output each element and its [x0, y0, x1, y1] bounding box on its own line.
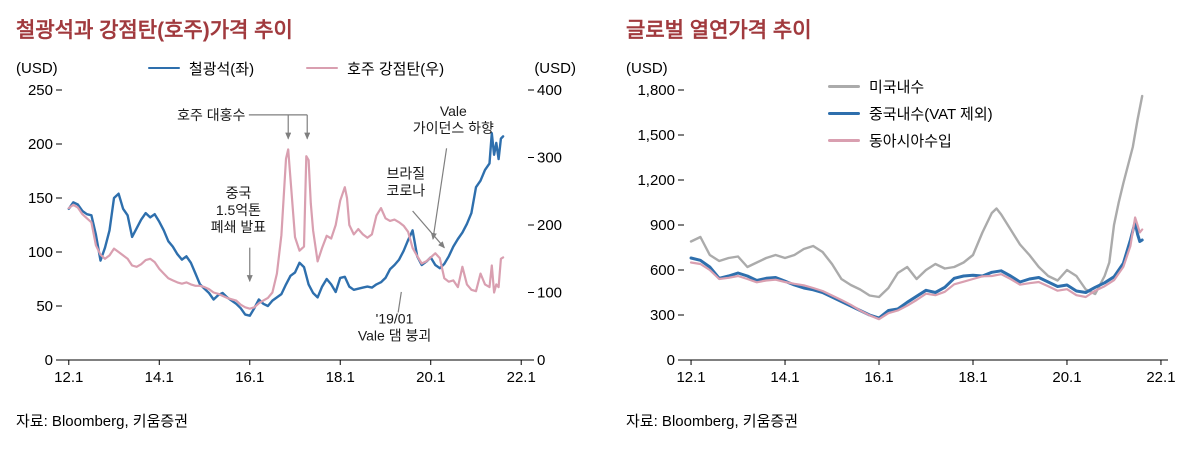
- svg-text:20.1: 20.1: [1052, 369, 1081, 386]
- legend-line-iron-ore: [147, 66, 180, 70]
- legend-label-east-asia-import: 동아시아수입: [869, 133, 952, 150]
- svg-text:1,800: 1,800: [637, 82, 675, 99]
- svg-text:100: 100: [537, 285, 562, 302]
- svg-text:호주 대홍수: 호주 대홍수: [177, 107, 245, 123]
- legend-item-china-domestic: 중국내수(VAT 제외): [828, 103, 993, 124]
- svg-text:300: 300: [650, 307, 675, 324]
- chart-header-left: (USD) 철광석(좌) 호주 강점탄(우) (USD): [16, 56, 576, 80]
- right-axis-unit-label: (USD): [534, 59, 576, 77]
- chart-header-right: (USD): [626, 56, 1186, 80]
- chart-title-hrc: 글로벌 열연가격 추이: [626, 19, 812, 42]
- svg-text:300: 300: [537, 150, 562, 167]
- chart-title-iron-ore-coal: 철광석과 강점탄(호주)가격 추이: [16, 19, 293, 42]
- legend-iron-ore-coal: 철광석(좌) 호주 강점탄(우): [147, 58, 444, 79]
- legend-line-coking-coal: [306, 66, 339, 70]
- svg-text:22.1: 22.1: [507, 369, 536, 386]
- svg-text:18.1: 18.1: [326, 369, 355, 386]
- svg-text:1,200: 1,200: [637, 172, 675, 189]
- left-axis-unit-label: (USD): [16, 59, 58, 77]
- svg-text:250: 250: [28, 82, 53, 99]
- global-hrc-price-chart: 12.1 14.1 16.1 18.1 20.1 22.1 0 300 600 900 1,200 1…: [637, 82, 1175, 386]
- chart-panel-hrc: 글로벌 열연가격 추이 (USD) 미국내수 중국내수(VAT 제외): [599, 0, 1198, 475]
- legend-line-east-asia-import: [828, 139, 860, 142]
- source-note-right: 자료: Bloomberg, 키움증권: [626, 413, 799, 430]
- svg-text:12.1: 12.1: [676, 369, 705, 386]
- svg-text:900: 900: [650, 217, 675, 234]
- legend-label-coking-coal: 호주 강점탄(우): [347, 60, 445, 78]
- svg-text:50: 50: [36, 298, 53, 315]
- svg-text:18.1: 18.1: [958, 369, 987, 386]
- svg-text:200: 200: [537, 217, 562, 234]
- svg-text:16.1: 16.1: [235, 369, 264, 386]
- legend-label-iron-ore: 철광석(좌): [188, 60, 255, 78]
- svg-text:16.1: 16.1: [864, 369, 893, 386]
- svg-text:400: 400: [537, 82, 562, 99]
- legend-label-us-domestic: 미국내수: [869, 79, 925, 96]
- chart-panel-iron-ore-coal: 철광석과 강점탄(호주)가격 추이 (USD) 철광석(좌) 호주 강점탄(우)…: [0, 0, 599, 475]
- legend-item-us-domestic: 미국내수: [828, 76, 993, 97]
- iron-ore-coking-coal-plot: 12.1 14.1 16.1 18.1 20.1 22.1 0 50 100 150 200 250 0…: [16, 82, 576, 400]
- legend-line-china-domestic: [828, 112, 860, 115]
- svg-text:0: 0: [45, 352, 53, 369]
- hrc-axis-unit-label: (USD): [626, 59, 668, 77]
- svg-text:600: 600: [650, 262, 675, 279]
- svg-text:100: 100: [28, 244, 53, 261]
- source-note-left: 자료: Bloomberg, 키움증권: [16, 413, 189, 430]
- svg-text:1,500: 1,500: [637, 127, 675, 144]
- svg-text:14.1: 14.1: [770, 369, 799, 386]
- svg-text:20.1: 20.1: [416, 369, 445, 386]
- svg-text:0: 0: [667, 352, 675, 369]
- iron-ore-coking-coal-chart: 12.1 14.1 16.1 18.1 20.1 22.10501001502002500…: [28, 82, 562, 386]
- legend-item-iron-ore: 철광석(좌): [147, 58, 255, 79]
- svg-text:200: 200: [28, 136, 53, 153]
- svg-text:150: 150: [28, 190, 53, 207]
- svg-text:12.1: 12.1: [54, 369, 83, 386]
- legend-item-coking-coal: 호주 강점탄(우): [306, 58, 444, 79]
- legend-label-china-domestic: 중국내수(VAT 제외): [869, 106, 993, 123]
- global-hrc-price-plot: 미국내수 중국내수(VAT 제외) 동아시아수입 12.1 14.1 16.1 18.…: [626, 79, 1186, 400]
- legend-item-east-asia-import: 동아시아수입: [828, 130, 993, 151]
- legend-line-us-domestic: [828, 85, 860, 88]
- svg-text:0: 0: [537, 352, 545, 369]
- legend-hrc: 미국내수 중국내수(VAT 제외) 동아시아수입: [828, 76, 993, 151]
- svg-text:22.1: 22.1: [1146, 369, 1175, 386]
- svg-text:14.1: 14.1: [145, 369, 174, 386]
